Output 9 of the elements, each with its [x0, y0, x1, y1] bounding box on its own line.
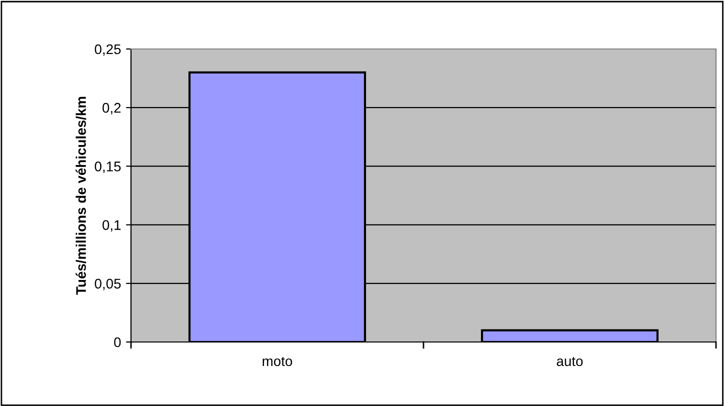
- y-tick-label: 0,15: [94, 162, 121, 174]
- y-axis-title: Tués/millions de véhicules/km: [76, 96, 86, 295]
- y-tick-label: 0,1: [102, 220, 121, 232]
- y-tick-label: 0,25: [94, 44, 121, 56]
- y-tick-label: 0,2: [102, 102, 121, 114]
- x-tick-label: moto: [262, 356, 292, 366]
- x-tick-label: auto: [556, 356, 583, 366]
- y-tick-label: 0,05: [94, 278, 121, 290]
- y-tick-label: 0: [114, 337, 121, 348]
